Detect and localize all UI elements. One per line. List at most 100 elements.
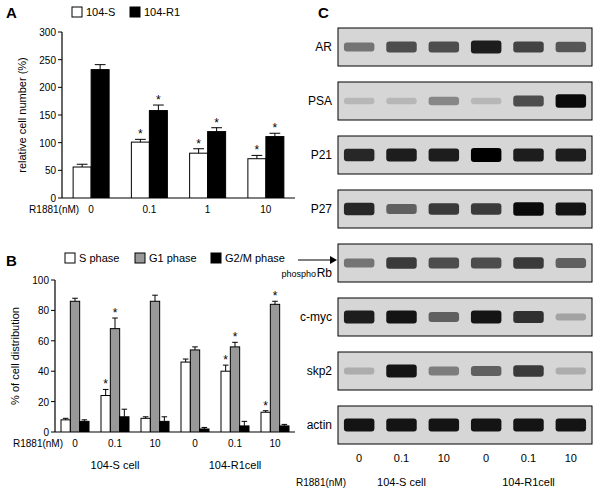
legend-swatch [65, 253, 75, 263]
band [471, 366, 501, 376]
band [344, 149, 374, 161]
x-axis-label: R1881(nM) [29, 204, 79, 215]
x-axis [55, 431, 295, 432]
bar [248, 159, 266, 198]
bar [73, 167, 91, 198]
band [344, 42, 374, 51]
band [344, 311, 374, 324]
error-bar [282, 424, 288, 426]
group-label: 104-S cell [377, 476, 426, 488]
panel-label: C [318, 4, 329, 21]
bar [61, 420, 70, 432]
band [429, 42, 459, 53]
bar [101, 396, 110, 432]
band [513, 365, 543, 377]
bar [110, 329, 119, 432]
significance: * [263, 399, 268, 413]
y-tick [51, 401, 55, 402]
y-tick-label: 0 [43, 427, 49, 438]
blot-frame [338, 82, 592, 120]
blot-frame [338, 190, 592, 228]
error-bar [143, 417, 149, 419]
lane-label: 0 [483, 452, 489, 464]
band [471, 148, 501, 162]
significance: * [156, 93, 161, 107]
row-label: c-myc [300, 310, 332, 324]
y-tick-label: 50 [45, 165, 57, 176]
y-tick-label: 80 [38, 305, 50, 316]
error-bar [202, 427, 208, 429]
error-bar [63, 418, 69, 420]
y-axis-label: % of cell distribution [9, 307, 21, 405]
error-bar [152, 295, 158, 301]
band [386, 257, 416, 269]
band [471, 203, 501, 215]
y-tick-label: 150 [39, 110, 56, 121]
row-annotation: phospho [281, 269, 316, 279]
band [386, 204, 416, 214]
legend-label: G1 phase [149, 252, 197, 264]
y-tick-label: 20 [38, 397, 50, 408]
y-tick-label: 100 [32, 275, 49, 286]
bar [240, 426, 249, 432]
band [471, 310, 501, 323]
error-bar [192, 347, 198, 350]
y-tick [58, 59, 62, 60]
band [513, 418, 543, 431]
bar [280, 426, 289, 432]
significance: * [233, 330, 238, 344]
error-bar [183, 359, 189, 362]
row-label: P27 [311, 202, 333, 216]
y-axis-label: relative cell number (%) [16, 57, 28, 173]
legend-swatch [72, 7, 82, 17]
x-tick-label: 10 [149, 438, 161, 449]
lane-label: 0.1 [521, 452, 536, 464]
error-bar [122, 409, 128, 417]
band [386, 98, 416, 104]
band [429, 97, 459, 105]
band [556, 258, 586, 268]
y-tick-label: 300 [39, 27, 56, 38]
row-label: skp2 [307, 364, 333, 378]
x-axis-label: R1881(nM) [296, 477, 346, 488]
band [513, 257, 543, 269]
band [386, 418, 416, 431]
y-tick [51, 432, 55, 433]
bar [150, 301, 159, 432]
band [344, 203, 374, 215]
legend-swatch [130, 7, 140, 17]
x-axis-label: R1881(nM) [13, 438, 63, 449]
blot-frame [338, 352, 592, 390]
arrow-head [330, 256, 337, 264]
legend-swatch [135, 253, 145, 263]
blot-frame [338, 136, 592, 174]
band [344, 258, 374, 267]
lane-label: 10 [438, 452, 450, 464]
lane-label: 10 [565, 452, 577, 464]
band [556, 418, 586, 431]
band [386, 310, 416, 323]
bar [221, 371, 230, 432]
panel-label: A [6, 4, 17, 21]
x-tick-label: 10 [269, 438, 281, 449]
band [429, 258, 459, 269]
band [429, 367, 459, 376]
y-tick [58, 87, 62, 88]
significance: * [273, 121, 278, 135]
y-tick [51, 371, 55, 372]
band [513, 96, 543, 107]
band [556, 94, 586, 108]
significance: * [113, 306, 118, 320]
figure: A050100150200250300relative cell number … [0, 0, 600, 498]
x-tick-label: 0 [192, 438, 198, 449]
bar [230, 347, 239, 432]
legend-label: 104-S [86, 6, 115, 18]
plot-area [61, 295, 289, 432]
bar [266, 137, 284, 198]
row-label: actin [307, 418, 332, 432]
blot-frame [338, 406, 592, 444]
bar [190, 350, 199, 432]
x-tick-label: 0.1 [228, 438, 242, 449]
y-tick [58, 115, 62, 116]
y-tick-label: 40 [38, 366, 50, 377]
